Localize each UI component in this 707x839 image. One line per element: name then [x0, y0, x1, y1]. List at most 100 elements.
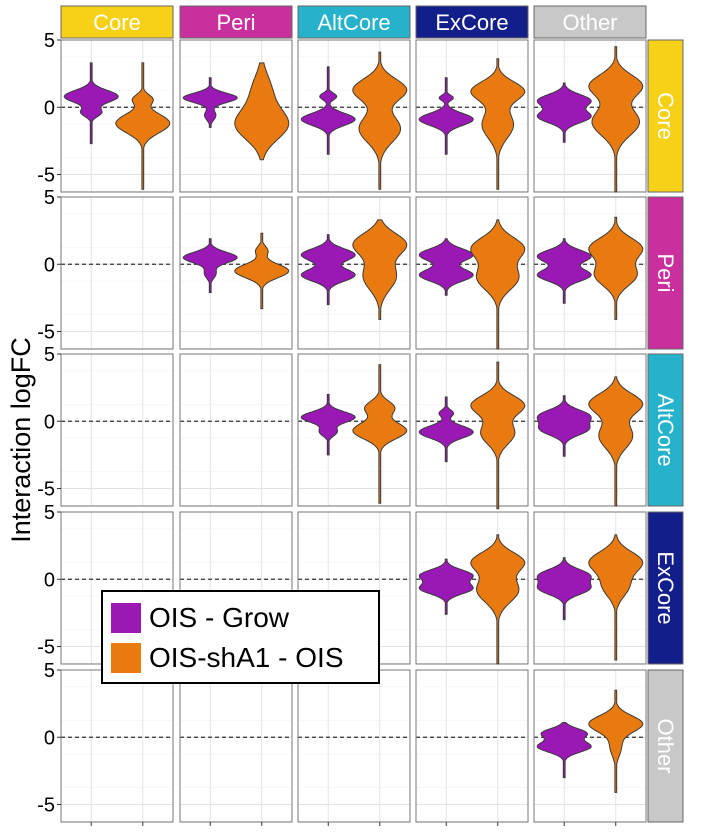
column-strips: Core Peri AltCore ExCore Other [60, 5, 647, 39]
panel-altcore-peri [179, 353, 293, 507]
y-axis-altcore: 5 0 -5 [37, 344, 61, 501]
panel-border [60, 353, 174, 507]
panel-border [415, 39, 529, 193]
violin-ois-sha1-ois-excore-excore [470, 534, 526, 665]
violin-ois-grow-altcore-excore [418, 396, 474, 463]
column-strip-core: Core [60, 5, 174, 39]
violin-ois-sha1-ois-peri-altcore [352, 219, 408, 320]
panel-other-altcore [297, 669, 411, 823]
panel-border [533, 196, 647, 350]
violin-ois-sha1-ois-peri-excore [470, 219, 526, 350]
y-axis-other: 5 0 -5 [37, 660, 61, 817]
column-strip-label: Core [93, 10, 141, 35]
panel-border [533, 39, 647, 193]
violin-ois-grow-other-other [536, 722, 592, 779]
y-tick-label: 0 [44, 97, 55, 119]
panel-border [297, 39, 411, 193]
panel-background [61, 670, 173, 822]
strip-background [415, 5, 529, 39]
strip-background [297, 5, 411, 39]
y-tick-label: -5 [37, 322, 55, 344]
y-tick-label: -5 [37, 795, 55, 817]
panel-border [60, 196, 174, 350]
row-strip-label: Core [653, 92, 678, 140]
y-tick-label: 5 [44, 344, 55, 366]
y-axes: 50-550-550-550-550-5 [37, 30, 61, 817]
violin-ois-grow-core-core [63, 62, 119, 145]
strip-background [647, 669, 684, 823]
panel-border [60, 39, 174, 193]
panel-other-excore [415, 669, 529, 823]
panel-altcore-core [60, 353, 174, 507]
violin-ois-grow-peri-excore [418, 238, 474, 296]
y-tick-label: 0 [44, 411, 55, 433]
y-axis-peri: 5 0 -5 [37, 187, 61, 344]
column-strip-excore: ExCore [415, 5, 529, 39]
row-strip-label: ExCore [653, 551, 678, 624]
panel-border [297, 196, 411, 350]
panel-border [415, 669, 529, 823]
panel-border [415, 353, 529, 507]
y-axis-title: Interaction logFC [6, 337, 36, 543]
panel-peri-core [60, 196, 174, 350]
strip-background [647, 353, 684, 507]
violin-ois-grow-core-other [536, 82, 592, 143]
violin-ois-sha1-ois-core-excore [470, 58, 526, 190]
column-strip-altcore: AltCore [297, 5, 411, 39]
panel-grid [60, 39, 647, 826]
y-axis-excore: 5 0 -5 [37, 502, 61, 659]
y-tick-label: 5 [44, 30, 55, 52]
panel-border [179, 196, 293, 350]
y-tick-label: -5 [37, 165, 55, 187]
violin-ois-sha1-ois-core-altcore [352, 51, 408, 190]
row-strip-other: Other [647, 669, 684, 823]
violin-ois-grow-core-peri [182, 77, 238, 128]
panel-background [61, 197, 173, 349]
column-strip-label: Other [562, 10, 617, 35]
panel-background [61, 354, 173, 506]
violin-ois-grow-peri-other [536, 238, 592, 304]
y-tick-label: 5 [44, 502, 55, 524]
panel-background [416, 670, 528, 822]
violin-ois-grow-excore-other [536, 557, 592, 621]
row-strip-excore: ExCore [647, 511, 684, 665]
row-strip-altcore: AltCore [647, 353, 684, 507]
panel-border [533, 669, 647, 823]
y-tick-label: 0 [44, 727, 55, 749]
row-strip-label: Peri [653, 253, 678, 292]
violin-ois-sha1-ois-altcore-altcore [352, 364, 408, 504]
violin-ois-sha1-ois-core-core [115, 62, 171, 190]
panel-border [179, 353, 293, 507]
y-tick-label: 5 [44, 187, 55, 209]
panel-background [180, 670, 292, 822]
violin-ois-grow-peri-peri [182, 238, 238, 293]
legend-label-ois-grow: OIS - Grow [149, 602, 290, 633]
strip-background [533, 5, 647, 39]
legend-swatch-ois-sha1 [111, 643, 141, 673]
panel-border [415, 511, 529, 665]
row-strip-label: Other [653, 718, 678, 773]
strip-background [647, 39, 684, 193]
violin-ois-grow-altcore-altcore [300, 393, 356, 456]
violin-ois-sha1-ois-core-peri [234, 62, 290, 161]
panel-border [533, 353, 647, 507]
strip-background [647, 511, 684, 665]
row-strip-core: Core [647, 39, 684, 193]
violin-ois-sha1-ois-altcore-other [588, 376, 644, 507]
column-strip-label: AltCore [317, 10, 390, 35]
violin-ois-sha1-ois-peri-peri [234, 232, 290, 310]
y-axis-core: 5 0 -5 [37, 30, 61, 187]
legend-swatch-ois-grow [111, 603, 141, 633]
violin-ois-sha1-ois-peri-other [588, 216, 644, 320]
y-tick-label: 5 [44, 660, 55, 682]
legend-item-ois-sha1: OIS-shA1 - OIS [111, 638, 370, 678]
row-strip-peri: Peri [647, 196, 684, 350]
violin-ois-grow-excore-excore [418, 558, 474, 615]
violin-ois-sha1-ois-altcore-excore [470, 361, 526, 510]
panel-border [179, 39, 293, 193]
column-strip-label: Peri [216, 10, 255, 35]
violin-ois-sha1-ois-core-other [588, 46, 644, 193]
violin-ois-grow-altcore-other [536, 395, 592, 457]
violin-ois-grow-core-altcore [300, 66, 356, 155]
